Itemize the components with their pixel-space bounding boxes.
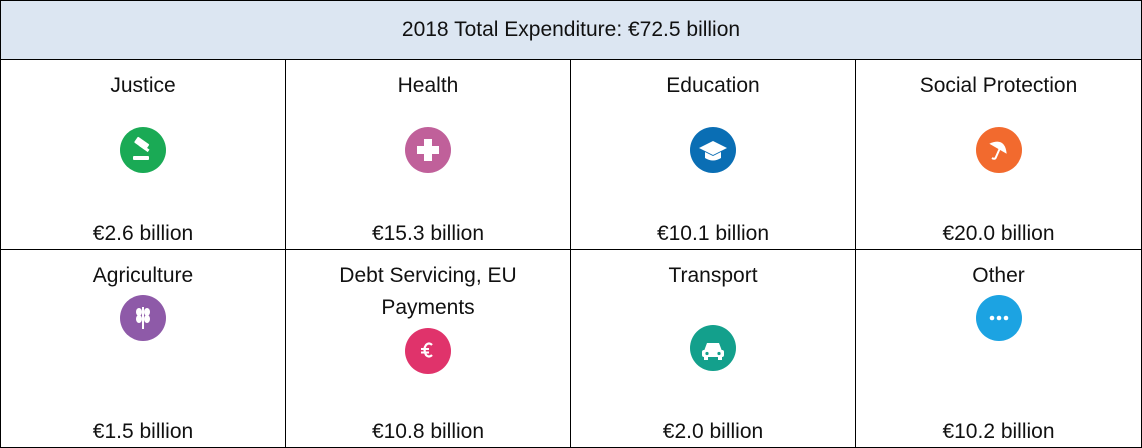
category-icon bbox=[405, 328, 451, 374]
category-icon bbox=[690, 127, 736, 173]
category-label: Debt Servicing, EU Payments bbox=[339, 264, 517, 319]
icon bbox=[975, 127, 1022, 173]
icon bbox=[405, 328, 451, 374]
category-value: €1.5 billion bbox=[92, 420, 194, 443]
category-icon bbox=[690, 325, 736, 371]
category-icon bbox=[120, 127, 166, 173]
icon bbox=[120, 295, 166, 341]
category-icon bbox=[975, 127, 1022, 173]
category-label: Social Protection bbox=[919, 74, 1078, 97]
category-value: €20.0 billion bbox=[942, 222, 1055, 245]
category-icon bbox=[405, 127, 451, 173]
category-label: Education bbox=[666, 74, 760, 97]
category-icon bbox=[120, 295, 166, 341]
category-label: Transport bbox=[668, 264, 758, 287]
category-value: €10.2 billion bbox=[942, 420, 1055, 443]
category-label: Justice bbox=[110, 74, 176, 97]
category-cell: Transport €2.0 billion bbox=[570, 250, 855, 448]
icon bbox=[405, 127, 451, 173]
category-cell: Social Protection €20.0 billion bbox=[855, 60, 1142, 250]
category-icon bbox=[975, 295, 1022, 341]
category-cell: Justice €2.6 billion bbox=[0, 60, 285, 250]
icon bbox=[690, 325, 736, 371]
category-value: €2.0 billion bbox=[662, 420, 764, 443]
category-label: Agriculture bbox=[92, 264, 194, 287]
category-value: €2.6 billion bbox=[92, 222, 194, 245]
category-cell: Other €10.2 billion bbox=[855, 250, 1142, 448]
icon bbox=[120, 127, 166, 173]
category-label: Health bbox=[397, 74, 459, 97]
category-cell: Education €10.1 billion bbox=[570, 60, 855, 250]
category-value: €10.1 billion bbox=[656, 222, 770, 245]
icon bbox=[690, 127, 736, 173]
category-cell: Health €15.3 billion bbox=[285, 60, 570, 250]
category-cell: Agriculture €1.5 billion bbox=[0, 250, 285, 448]
category-label: Other bbox=[972, 264, 1025, 287]
category-value: €15.3 billion bbox=[371, 222, 485, 245]
category-cell: Debt Servicing, EU Payments €10.8 billion bbox=[285, 250, 570, 448]
icon bbox=[975, 295, 1022, 341]
header-title: 2018 Total Expenditure: €72.5 billion bbox=[0, 0, 1142, 60]
category-value: €10.8 billion bbox=[371, 420, 485, 443]
